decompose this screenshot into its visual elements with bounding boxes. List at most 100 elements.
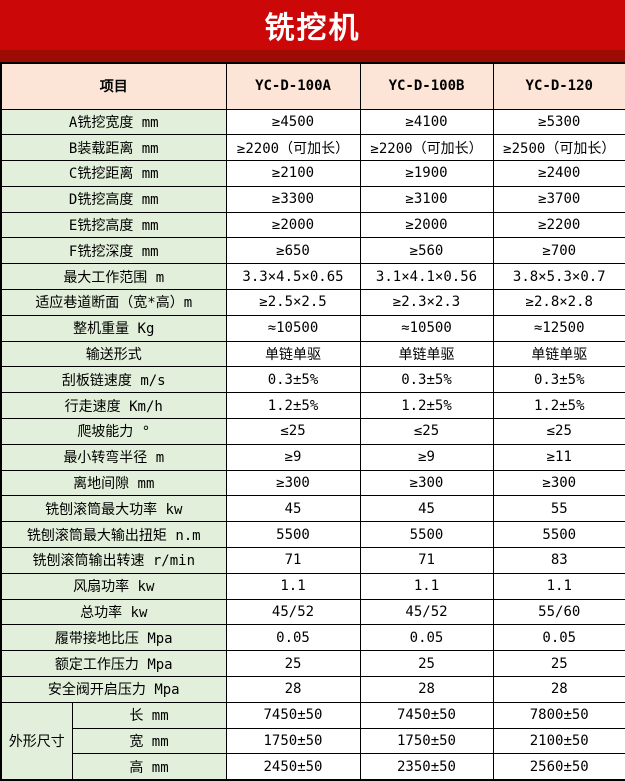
row-value: ≥4500 [225,108,361,136]
row-value: 5500 [225,521,361,549]
table-row: E铣挖高度 mm ≥2000 ≥2000 ≥2200 [0,211,625,239]
row-value: ≥1900 [359,160,494,187]
row-value: ≥560 [359,237,494,265]
row-value: ≈10500 [225,314,361,342]
row-value: ≥3700 [492,185,625,213]
row-label: 履带接地比压 Mpa [0,624,227,652]
row-value: 5500 [359,521,494,549]
row-label: 爬坡能力 ° [0,418,227,445]
row-value: ≤25 [225,418,361,445]
column-header-model-c: YC-D-120 [492,62,625,110]
row-value: 5500 [492,521,625,549]
row-label: A铣挖宽度 mm [0,108,227,136]
row-label: 铣刨滚筒输出转速 r/min [0,547,227,574]
row-label: 最大工作范围 m [0,263,227,291]
row-value: 2100±50 [492,727,625,755]
table-row: F铣挖深度 mm ≥650 ≥560 ≥700 [0,237,625,265]
table-row: 行走速度 Km/h 1.2±5% 1.2±5% 1.2±5% [0,392,625,420]
row-value: ≥650 [225,237,361,265]
row-value: 1.2±5% [225,392,361,420]
column-header-item: 项目 [0,62,227,110]
row-value: 28 [492,676,625,703]
row-label: 输送形式 [0,340,227,368]
banner-divider [0,50,625,62]
row-value: 1.2±5% [359,392,494,420]
table-row: 铣刨滚筒最大功率 kw 45 45 55 [0,495,625,523]
row-label: 额定工作压力 Mpa [0,650,227,678]
row-value: 25 [359,650,494,678]
row-value: ≤25 [492,418,625,445]
row-value: ≥300 [225,469,361,497]
row-value: 45 [225,495,361,523]
row-value: 0.3±5% [225,366,361,394]
table-row: 铣刨滚筒最大输出扭矩 n.m 5500 5500 5500 [0,521,625,549]
row-value: ≥2000 [225,211,361,239]
row-value: 71 [359,547,494,574]
row-value: ≥2200（可加长） [359,134,494,162]
row-value: 45 [359,495,494,523]
row-value: 1.1 [225,572,361,600]
row-label: 整机重量 Kg [0,314,227,342]
row-value: 1750±50 [359,727,494,755]
row-value: 83 [492,547,625,574]
row-label: 刮板链速度 m/s [0,366,227,394]
row-label: 铣刨滚筒最大功率 kw [0,495,227,523]
table-row: 最大工作范围 m 3.3×4.5×0.65 3.1×4.1×0.56 3.8×5.3×… [0,263,625,291]
row-value: ≥2500（可加长） [492,134,625,162]
row-value: 0.05 [359,624,494,652]
table-row: 离地间隙 mm ≥300 ≥300 ≥300 [0,469,625,497]
row-value: ≥9 [359,443,494,471]
row-label: D铣挖高度 mm [0,185,227,213]
dimension-row-label: 宽 mm [71,727,227,755]
spec-table-body: A铣挖宽度 mm ≥4500 ≥4100 ≥5300 B装载距离 mm ≥2200（可加长… [0,108,625,781]
row-value: 7800±50 [492,701,625,729]
row-value: 7450±50 [359,701,494,729]
row-value: 0.3±5% [359,366,494,394]
row-value: ≥2000 [359,211,494,239]
row-value: ≥11 [492,443,625,471]
row-value: ≥2100 [225,160,361,187]
row-value: ≥5300 [492,108,625,136]
title-banner: 铣挖机 [0,0,625,50]
row-value: ≥4100 [359,108,494,136]
dimension-row-label: 长 mm [71,701,227,729]
row-value: 单链单驱 [359,340,494,368]
row-value: 25 [492,650,625,678]
row-value: ≥300 [359,469,494,497]
table-row: 总功率 kw 45/52 45/52 55/60 [0,598,625,626]
table-row: 安全阀开启压力 Mpa 28 28 28 [0,676,625,703]
row-value: ≥300 [492,469,625,497]
row-value: 2560±50 [492,753,625,781]
row-value: ≥2200 [492,211,625,239]
row-label: 总功率 kw [0,598,227,626]
row-label: 离地间隙 mm [0,469,227,497]
table-row: 宽 mm 1750±50 1750±50 2100±50 [1,727,625,755]
row-value: ≥3100 [359,185,494,213]
row-value: 55 [492,495,625,523]
row-value: 1.1 [359,572,494,600]
row-value: ≥700 [492,237,625,265]
row-value: 28 [359,676,494,703]
dimension-group-label: 外形尺寸 [0,701,73,781]
table-row: 高 mm 2450±50 2350±50 2560±50 [1,753,625,781]
table-row: 风扇功率 kw 1.1 1.1 1.1 [0,572,625,600]
row-value: 0.3±5% [492,366,625,394]
table-row: 输送形式 单链单驱 单链单驱 单链单驱 [0,340,625,368]
column-header-model-b: YC-D-100B [359,62,494,110]
table-row: 刮板链速度 m/s 0.3±5% 0.3±5% 0.3±5% [0,366,625,394]
row-value: 1.1 [492,572,625,600]
row-label: 风扇功率 kw [0,572,227,600]
table-row: C铣挖距离 mm ≥2100 ≥1900 ≥2400 [0,160,625,187]
row-value: ≥2.3×2.3 [359,289,494,316]
row-label: F铣挖深度 mm [0,237,227,265]
table-row: 适应巷道断面（宽*高）m ≥2.5×2.5 ≥2.3×2.3 ≥2.8×2.8 [0,289,625,316]
table-row: 爬坡能力 ° ≤25 ≤25 ≤25 [0,418,625,445]
table-row: B装载距离 mm ≥2200（可加长） ≥2200（可加长） ≥2500（可加长） [0,134,625,162]
row-label: 最小转弯半径 m [0,443,227,471]
row-value: 3.3×4.5×0.65 [225,263,361,291]
row-value: 71 [225,547,361,574]
table-row: 外形尺寸长 mm 7450±50 7450±50 7800±50 [0,701,625,781]
dimension-row-label: 高 mm [71,753,227,781]
table-row: 整机重量 Kg ≈10500 ≈10500 ≈12500 [0,314,625,342]
